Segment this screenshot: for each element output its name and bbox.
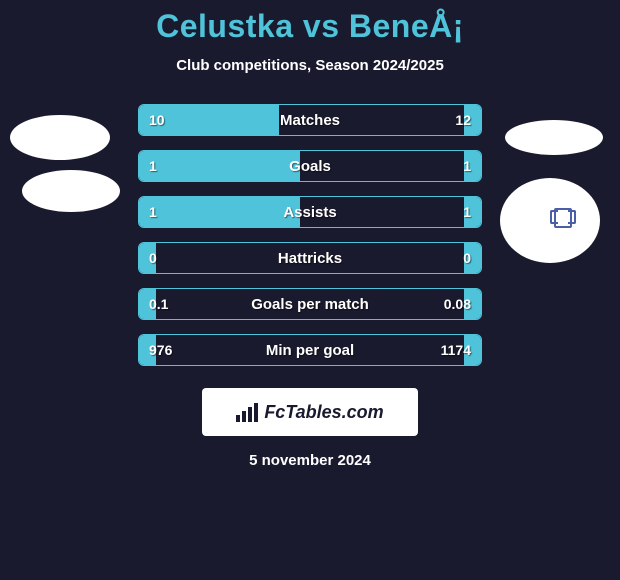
stat-value-right: 0.08: [444, 296, 471, 312]
stat-value-right: 0: [463, 250, 471, 266]
stat-bar-left: [139, 151, 300, 181]
stat-row: 0 0 Hattricks: [138, 242, 482, 274]
stat-row: 1 1 Assists: [138, 196, 482, 228]
stat-row: 10 12 Matches: [138, 104, 482, 136]
stat-value-left: 10: [149, 112, 165, 128]
stat-row: 0.1 0.08 Goals per match: [138, 288, 482, 320]
stat-value-right: 12: [455, 112, 471, 128]
stat-value-left: 0: [149, 250, 157, 266]
stat-row: 976 1174 Min per goal: [138, 334, 482, 366]
subtitle: Club competitions, Season 2024/2025: [176, 57, 444, 74]
stat-value-right: 1: [463, 158, 471, 174]
stat-value-left: 1: [149, 158, 157, 174]
fctables-logo[interactable]: FcTables.com: [202, 388, 418, 436]
stat-label: Assists: [283, 204, 336, 221]
stat-label: Hattricks: [278, 250, 342, 267]
stat-label: Goals: [289, 158, 331, 175]
logo-text: FcTables.com: [264, 402, 383, 423]
stat-value-right: 1174: [441, 342, 471, 358]
stat-row: 1 1 Goals: [138, 150, 482, 182]
page-title: Celustka vs BeneÅ¡: [156, 8, 464, 45]
stat-value-right: 1: [463, 204, 471, 220]
stat-label: Matches: [280, 112, 340, 129]
player-right-avatar-small: [505, 120, 603, 155]
stat-bar-left: [139, 197, 300, 227]
jersey-icon: [554, 208, 572, 228]
date: 5 november 2024: [249, 452, 371, 469]
stats-container: 10 12 Matches 1 1 Goals 1 1 Assists 0 0 Hattricks 0.…: [138, 104, 482, 366]
stat-label: Min per goal: [266, 342, 354, 359]
bar-chart-icon: [236, 402, 258, 422]
player-left-avatar: [10, 115, 110, 160]
stat-value-left: 1: [149, 204, 157, 220]
stat-value-left: 0.1: [149, 296, 168, 312]
stat-value-left: 976: [149, 342, 172, 358]
player-left-avatar-2: [22, 170, 120, 212]
stat-label: Goals per match: [251, 296, 369, 313]
